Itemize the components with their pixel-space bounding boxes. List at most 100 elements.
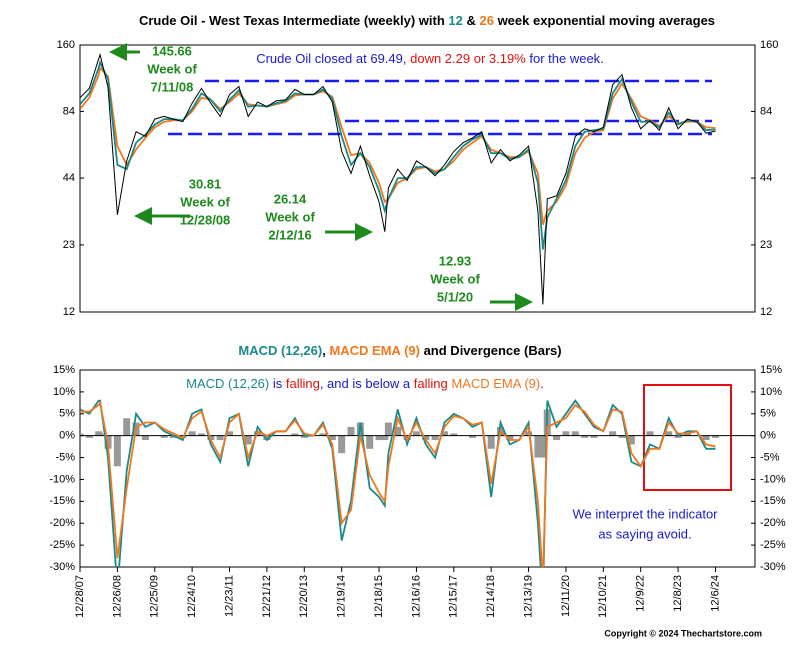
x-tick-label: 12/23/11 [223,575,235,617]
divergence-bar [646,431,654,436]
text-part: MACD EMA (9) [329,343,420,358]
x-tick-label: 12/10/21 [597,575,609,618]
divergence-bar [394,426,402,436]
divergence-bar [226,431,234,436]
note: We interpret the indicator [573,506,719,521]
y-tick-label: 160 [57,39,75,51]
divergence-bar [169,435,177,438]
x-tick-label: 12/13/19 [522,575,534,618]
divergence-bar [487,435,495,449]
chart-title: Crude Oil - West Texas Intermediate (wee… [139,13,715,28]
text-part: falling [414,376,448,391]
y-tick-label: -30% [760,561,786,573]
divergence-bar [160,435,168,438]
divergence-bar [618,435,626,438]
divergence-bar [366,435,374,449]
y-tick-label: 15% [760,364,782,376]
y-tick-label: -10% [49,473,75,485]
text-part: & [463,13,480,28]
text-part: Crude Oil closed at 69.49, [256,51,410,66]
text-part: 26 [479,13,493,28]
y-tick-label: 84 [760,105,772,117]
divergence-bar [571,431,579,436]
y-tick-label: 44 [63,172,75,184]
y-tick-label: -25% [760,539,786,551]
divergence-bar [627,435,635,445]
plot-frame [79,369,756,568]
note: Crude Oil closed at 69.49, down 2.29 or … [256,51,604,66]
annotation: 26.14 [274,191,307,206]
note: as saying avoid. [598,526,691,541]
divergence-bar [113,435,121,467]
x-tick-label: 12/11/20 [560,575,572,617]
highlight-box [643,384,732,491]
annotation: Week of [430,271,480,286]
divergence-bar [291,433,299,436]
divergence-bar [381,435,389,441]
y-tick-label: 44 [760,172,772,184]
annotation: 12.93 [439,253,472,268]
y-tick-label: 160 [760,39,778,51]
x-tick-label: 12/14/18 [485,575,497,618]
divergence-bar [539,435,547,458]
text-part: falling [286,376,320,391]
divergence-bar [553,435,561,441]
divergence-bar [328,435,336,441]
annotation: 7/11/08 [151,79,194,94]
divergence-bar [347,426,355,436]
x-tick-label: 12/6/24 [709,575,721,612]
note: MACD (12,26) is falling, and is below a … [186,376,544,391]
divergence-bar [384,422,392,436]
annotation: Week of [180,194,230,209]
y-tick-label: 15% [53,364,75,376]
divergence-bar [197,433,205,436]
x-tick-label: 12/20/13 [298,575,310,618]
y-tick-label: -5% [760,451,780,463]
divergence-bar [534,435,542,458]
y-tick-label: -25% [49,539,75,551]
y-tick-label: 5% [760,408,776,420]
y-tick-label: -5% [55,451,75,463]
divergence-bar [80,433,84,436]
copyright: Copyright © 2024 Thechartstore.com [604,628,762,638]
x-tick-label: 12/26/08 [111,575,123,618]
text-part: MACD (12,26) [186,376,269,391]
divergence-bar [263,435,271,441]
divergence-bar [683,433,691,436]
divergence-bar [85,435,93,438]
y-tick-label: 23 [63,239,75,251]
divergence-bar [375,435,383,441]
annotation: 30.81 [189,176,222,191]
divergence-bar [674,435,682,438]
divergence-bar [562,431,570,436]
divergence-bar [123,418,131,436]
divergence-bar [440,431,448,436]
x-tick-label: 12/19/14 [336,575,348,618]
divergence-bar [188,431,196,436]
y-tick-label: 10% [53,386,75,398]
y-tick-label: 12 [63,306,75,318]
divergence-bar [702,435,710,441]
y-tick-label: 0% [59,430,75,442]
annotation: 145.66 [152,43,192,58]
x-tick-label: 12/8/23 [672,575,684,612]
divergence-bar [665,431,673,436]
divergence-bar [96,433,104,436]
y-tick-label: -30% [49,561,75,573]
y-tick-label: 0% [760,430,776,442]
divergence-bar [244,435,252,445]
text-part: is [269,376,286,391]
divergence-bar [412,431,420,436]
arrows [109,43,533,311]
y-tick-label: -20% [49,517,75,529]
y-tick-label: 23 [760,239,772,251]
x-tick-label: 12/9/22 [635,575,647,612]
divergence-bar [711,435,719,438]
text-part: MACD (12,26) [238,343,322,358]
text-part: week exponential moving averages [494,13,715,28]
text-part: and Divergence (Bars) [420,343,562,358]
divergence-bar [431,435,439,441]
divergence-bar [581,435,589,438]
annotation: Week of [147,61,197,76]
